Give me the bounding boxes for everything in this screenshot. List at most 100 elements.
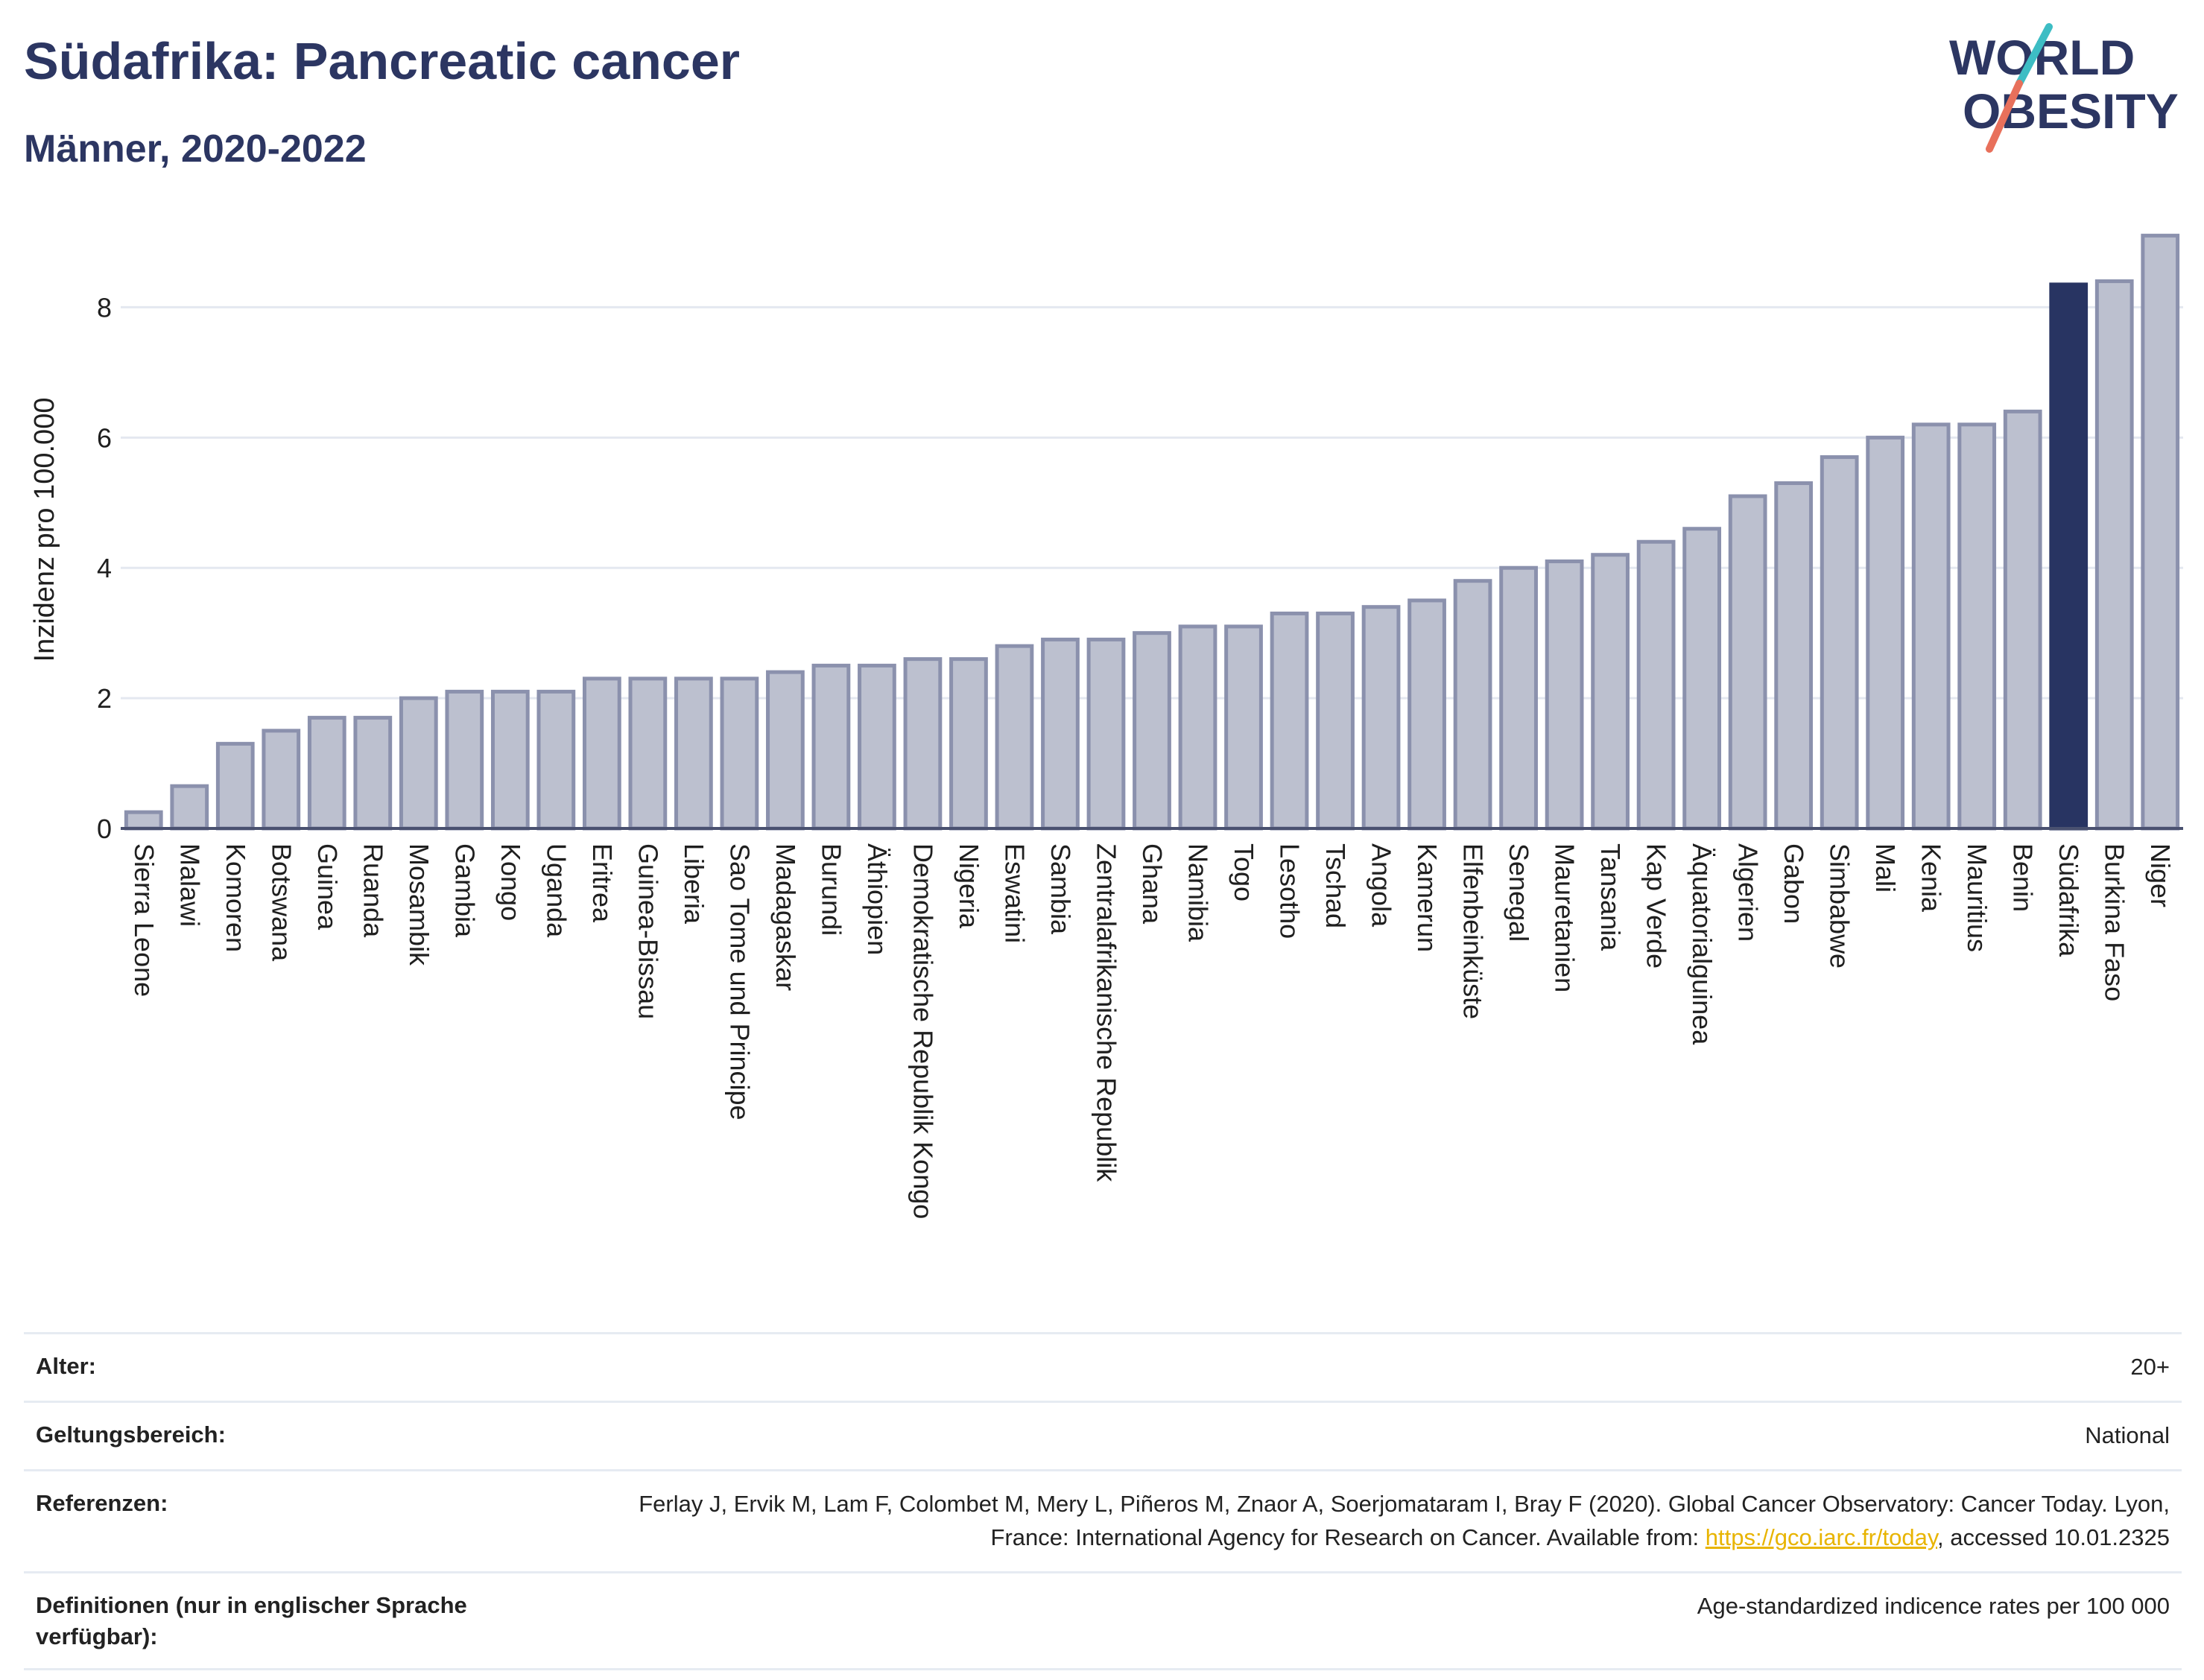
chart-subtitle: Männer, 2020-2022 (24, 127, 367, 171)
bar[interactable] (1453, 579, 1492, 831)
bar[interactable] (307, 715, 346, 831)
bar[interactable] (262, 729, 301, 831)
bar[interactable] (811, 663, 851, 831)
bar[interactable] (2141, 233, 2180, 831)
chart-title: Südafrika: Pancreatic cancer (24, 32, 741, 90)
bar[interactable] (1178, 624, 1217, 831)
x-tick-label: Kamerun (1412, 843, 1443, 952)
x-tick-label: Tschad (1320, 843, 1351, 928)
bar[interactable] (903, 657, 943, 831)
world-obesity-logo: WORLD OBESITY (1949, 23, 2179, 153)
bar[interactable] (2003, 409, 2042, 831)
logo-slash-teal (2015, 23, 2053, 87)
x-tick-label: Mali (1870, 843, 1901, 893)
bar[interactable] (1133, 631, 1171, 831)
bar[interactable] (766, 670, 805, 831)
definitions-value: Age-standardized indicence rates per 100… (1697, 1592, 2170, 1619)
x-tick-label: Ghana (1137, 843, 1168, 925)
bar[interactable] (490, 689, 530, 831)
bar[interactable] (215, 741, 255, 831)
bar[interactable] (1499, 565, 1538, 831)
x-tick-label: Ruanda (358, 843, 388, 938)
reference-link[interactable]: https://gco.iarc.fr/today (1705, 1524, 1938, 1550)
bar[interactable] (1224, 624, 1263, 831)
x-tick-label: Äquatorialguinea (1687, 843, 1717, 1045)
references-label: Referenzen: (36, 1489, 168, 1516)
x-tick-label: Mauritius (1962, 843, 1992, 952)
x-tick-label: Eswatini (999, 843, 1030, 943)
x-tick-label: Madagaskar (770, 843, 801, 991)
references-value: Ferlay J, Ervik M, Lam F, Colombet M, Me… (568, 1488, 2170, 1555)
y-tick-label: 0 (97, 814, 112, 844)
x-tick-label: Malawi (174, 843, 205, 927)
bar[interactable] (1866, 435, 1905, 831)
bar[interactable] (674, 676, 713, 831)
bar[interactable] (1316, 611, 1355, 831)
bar[interactable] (2094, 279, 2134, 831)
bar[interactable] (1270, 611, 1309, 831)
metadata-row-scope: Geltungsbereich: National (24, 1400, 2182, 1469)
metadata-row-definitions: Definitionen (nur in englischer Sprache … (24, 1570, 2182, 1671)
x-tick-label: Niger (2145, 843, 2176, 907)
logo-slash-coral (1986, 80, 2023, 153)
bar[interactable] (949, 657, 988, 831)
bar[interactable] (1820, 455, 1859, 831)
definitions-label: Definitionen (nur in englischer Sprache … (36, 1591, 467, 1649)
x-tick-label: Gambia (449, 843, 480, 938)
chart-metadata-table: Alter: 20+ Geltungsbereich: National Ref… (24, 1332, 2182, 1671)
scope-label: Geltungsbereich: (36, 1421, 226, 1448)
bar[interactable] (582, 676, 621, 831)
bar[interactable] (536, 689, 576, 831)
y-tick-label: 8 (97, 292, 112, 323)
x-tick-label: Mauretanien (1550, 843, 1580, 992)
x-tick-label: Uganda (541, 843, 571, 938)
bar[interactable] (1957, 422, 1997, 831)
bar[interactable] (170, 784, 209, 831)
x-tick-label: Algerien (1733, 843, 1764, 942)
bar[interactable] (1728, 494, 1767, 831)
x-tick-label: Kongo (495, 843, 526, 921)
bar[interactable] (1636, 539, 1676, 831)
bar[interactable] (628, 676, 668, 831)
x-tick-label: Sambia (1045, 843, 1076, 935)
bar[interactable] (1041, 637, 1080, 831)
x-tick-label: Kap Verde (1641, 843, 1672, 969)
bar[interactable] (1911, 422, 1951, 831)
x-tick-label: Demokratische Republik Kongo (908, 843, 938, 1219)
bar[interactable] (399, 696, 438, 831)
x-tick-label: Angola (1367, 843, 1397, 928)
x-tick-label: Kenia (1916, 843, 1947, 913)
bar[interactable] (1086, 637, 1126, 831)
bar-highlighted[interactable] (2049, 282, 2089, 831)
x-tick-label: Elfenbeinküste (1458, 843, 1489, 1019)
bar[interactable] (1591, 553, 1630, 831)
x-tick-label: Mosambik (404, 843, 434, 966)
metadata-row-references: Referenzen: Ferlay J, Ervik M, Lam F, Co… (24, 1468, 2182, 1571)
y-tick-label: 6 (97, 422, 112, 453)
x-tick-label: Guinea (312, 843, 343, 931)
references-accessed: , accessed 10.01.2325 (1937, 1524, 2170, 1550)
bar[interactable] (1774, 481, 1814, 831)
x-tick-label: Komoren (221, 843, 251, 952)
bar[interactable] (720, 676, 759, 831)
bar[interactable] (1682, 527, 1722, 831)
bar[interactable] (445, 689, 484, 831)
bar[interactable] (353, 715, 393, 831)
bar[interactable] (1361, 605, 1401, 831)
x-tick-label: Togo (1229, 843, 1259, 901)
x-tick-label: Guinea-Bissau (633, 843, 663, 1019)
x-tick-label: Südafrika (2053, 843, 2084, 957)
metadata-row-age: Alter: 20+ (24, 1332, 2182, 1401)
bar-chart: 0 2 4 6 8 Inzidenz pro 100.000 Sierra Leone Mal… (29, 233, 2183, 1219)
bar[interactable] (124, 810, 163, 831)
x-tick-label: Benin (2008, 843, 2039, 912)
x-tick-label: Lesotho (1275, 843, 1305, 939)
bar[interactable] (1407, 598, 1446, 831)
bar[interactable] (995, 644, 1034, 831)
age-value: 20+ (2130, 1354, 2170, 1380)
bar[interactable] (1545, 559, 1584, 831)
x-tick-label: Simbabwe (1825, 843, 1855, 969)
x-tick-label: Äthiopien (862, 843, 893, 955)
y-tick-label: 4 (97, 553, 112, 583)
bar[interactable] (858, 663, 896, 831)
